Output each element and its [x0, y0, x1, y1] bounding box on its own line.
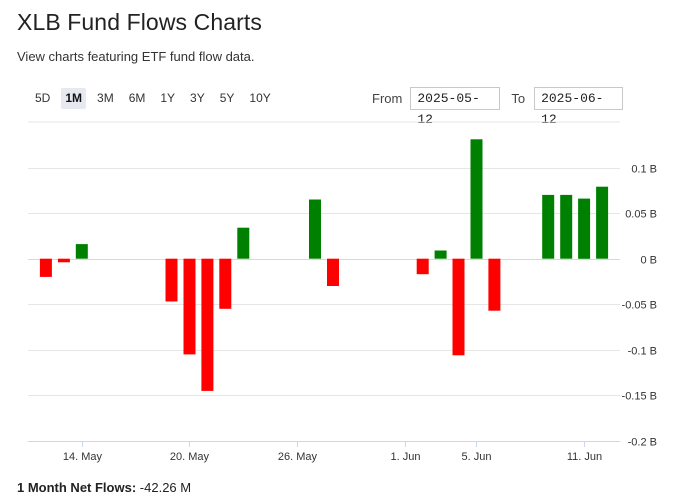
range-button-6m[interactable]: 6M — [128, 91, 146, 105]
x-tick-label: 5. Jun — [462, 451, 492, 463]
flow-bar — [39, 258, 52, 277]
y-tick-label: 0.05 B — [625, 209, 657, 221]
flow-bar — [596, 186, 609, 259]
flow-bar — [201, 258, 214, 391]
net-flows-value: -42.26 M — [139, 480, 192, 495]
page-subtitle: View charts featuring ETF fund flow data… — [17, 49, 255, 64]
y-tick-label: -0.2 B — [628, 437, 657, 449]
to-date-input[interactable]: 2025-06-12 — [534, 87, 624, 127]
from-date-input[interactable]: 2025-05-12 — [410, 87, 501, 127]
range-button-3y[interactable]: 3Y — [190, 91, 205, 105]
flow-bar — [578, 198, 591, 259]
flow-bar — [183, 258, 196, 355]
flow-bar — [219, 258, 232, 309]
y-tick-label: -0.05 B — [622, 300, 657, 312]
flow-bar — [542, 194, 555, 259]
range-button-1y[interactable]: 1Y — [160, 91, 176, 105]
flow-bar — [327, 258, 339, 286]
flow-bar — [75, 244, 88, 259]
flow-bar — [416, 258, 429, 275]
page-title: XLB Fund Flows Charts — [17, 9, 262, 35]
flow-bar — [434, 250, 447, 259]
flow-bar — [470, 139, 483, 259]
range-button-5y[interactable]: 5Y — [219, 91, 235, 105]
x-tick-label: 11. Jun — [567, 451, 602, 463]
net-flows-label: 1 Month Net Flows: — [17, 480, 137, 495]
flow-bar — [165, 258, 178, 302]
flow-bar — [488, 258, 501, 311]
flow-bar — [57, 258, 70, 263]
y-tick-label: -0.15 B — [622, 391, 657, 403]
y-tick-label: 0.1 B — [631, 164, 657, 176]
flow-bar — [309, 199, 321, 259]
range-button-1m[interactable]: 1M — [61, 88, 87, 109]
flow-bar — [560, 194, 573, 259]
x-tick-label: 26. May — [278, 451, 318, 463]
range-button-group: 5D 1M 3M 6M 1Y 3Y 5Y 10Y — [31, 88, 282, 109]
y-tick-label: -0.1 B — [628, 346, 657, 358]
y-tick-label: 0 B — [640, 255, 657, 267]
range-button-10y[interactable]: 10Y — [249, 91, 271, 105]
x-tick-label: 14. May — [63, 451, 103, 463]
flow-bar — [237, 227, 250, 259]
range-button-5d[interactable]: 5D — [35, 91, 51, 105]
fund-flows-chart: 0.1 B 0.05 B 0 B -0.05 B -0.1 B -0.15 B -0.2 B… — [28, 121, 657, 463]
x-tick-label: 1. Jun — [391, 451, 421, 463]
net-flows-summary: 1 Month Net Flows: -42.26 M — [17, 480, 191, 495]
date-range-picker: From 2025-05-12 To 2025-06-12 — [372, 87, 624, 127]
to-label: To — [511, 91, 526, 106]
flow-bar — [452, 258, 465, 356]
range-button-3m[interactable]: 3M — [97, 91, 114, 105]
from-label: From — [372, 91, 403, 106]
x-tick-label: 20. May — [170, 451, 210, 463]
